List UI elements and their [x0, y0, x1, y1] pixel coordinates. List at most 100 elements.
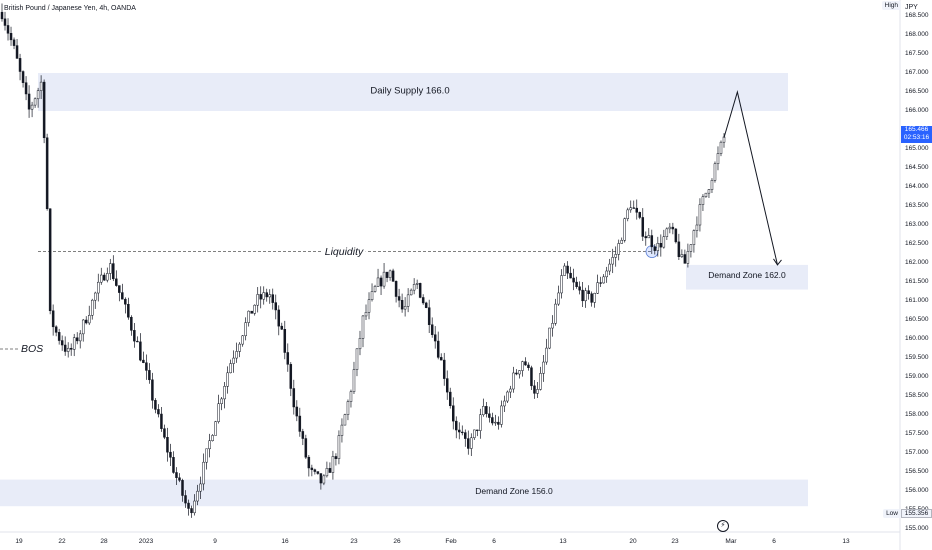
candle-body	[175, 472, 178, 478]
candle-body	[722, 136, 726, 143]
candle-body	[491, 417, 494, 424]
candle-body	[211, 435, 214, 441]
candle-body	[298, 415, 302, 432]
candle-body	[436, 340, 440, 358]
scale-high-button[interactable]: High	[881, 1, 901, 10]
candle-body	[614, 254, 617, 258]
candle-body	[485, 406, 488, 415]
candle-body	[611, 257, 614, 265]
candle-body	[400, 300, 404, 310]
candle-body	[418, 283, 422, 298]
candle-body	[515, 372, 518, 375]
candle-body	[458, 429, 461, 433]
candle-body	[91, 299, 94, 316]
candle-body	[30, 104, 34, 110]
candle-body	[94, 292, 97, 301]
time-tick-label: 26	[393, 538, 401, 545]
candle-body	[256, 294, 259, 306]
candle-body	[683, 254, 687, 264]
candle-body	[190, 508, 193, 514]
candle-body	[133, 330, 136, 342]
candle-body	[448, 391, 452, 406]
candle-body	[277, 309, 281, 327]
candle-body	[316, 471, 320, 474]
price-tick-label: 168.500	[905, 12, 929, 19]
candle-body	[467, 438, 470, 449]
candle-body	[220, 398, 223, 404]
time-tick-label: 19	[15, 538, 23, 545]
price-tick-label: 161.500	[905, 278, 929, 285]
price-tick-label: 159.000	[905, 373, 929, 380]
candle-body	[355, 348, 359, 370]
candles-layer	[0, 3, 726, 518]
candle-body	[626, 209, 629, 219]
candle-body	[656, 243, 660, 251]
candle-body	[103, 274, 106, 281]
candle-body	[136, 340, 139, 343]
candle-body	[680, 254, 684, 257]
price-tick-label: 159.500	[905, 354, 929, 361]
candle-body	[584, 290, 587, 302]
time-tick-label: 16	[281, 538, 289, 545]
candle-body	[48, 208, 52, 312]
candle-body	[262, 292, 265, 300]
candle-body	[536, 389, 539, 394]
candle-body	[430, 324, 434, 335]
candle-body	[677, 241, 681, 257]
candle-body	[265, 292, 268, 298]
candle-body	[376, 277, 380, 287]
candle-body	[100, 274, 103, 283]
time-tick-label: 23	[350, 538, 358, 545]
candle-body	[599, 282, 602, 284]
candle-body	[250, 310, 253, 314]
candle-body	[151, 379, 154, 401]
candle-body	[641, 217, 645, 237]
candle-body	[196, 490, 199, 502]
time-tick-label: 28	[100, 538, 108, 545]
time-tick-label: 6	[492, 538, 496, 545]
candle-body	[671, 226, 675, 230]
time-tick-label: 13	[559, 538, 567, 545]
candle-body	[659, 243, 663, 248]
candle-body	[653, 246, 657, 251]
candle-body	[223, 386, 226, 400]
candle-body	[142, 359, 145, 363]
candle-body	[21, 71, 25, 83]
candle-body	[488, 413, 491, 418]
candle-body	[163, 428, 166, 438]
candle-body	[226, 372, 229, 387]
supply-zone-label: Daily Supply 166.0	[370, 85, 450, 97]
candle-body	[184, 495, 187, 504]
candle-body	[713, 163, 717, 181]
candle-body	[87, 315, 91, 324]
candle-body	[334, 456, 338, 459]
candle-body	[464, 432, 467, 439]
lightning-icon[interactable]: ⚡	[717, 520, 729, 532]
time-tick-label: 20	[629, 538, 637, 545]
liquidity-label: Liquidity	[322, 246, 366, 258]
candle-body	[235, 351, 238, 359]
price-tick-label: 161.000	[905, 297, 929, 304]
zone-rect	[0, 479, 808, 507]
price-tick-label: 158.000	[905, 411, 929, 418]
candle-body	[364, 312, 368, 317]
candle-body	[479, 414, 482, 431]
time-tick-label: 13	[842, 538, 850, 545]
candle-body	[578, 286, 581, 291]
time-tick-label: 6	[772, 538, 776, 545]
candle-body	[379, 277, 383, 287]
zones-layer	[0, 73, 808, 507]
candle-body	[208, 440, 211, 450]
candle-body	[433, 334, 437, 342]
candle-body	[394, 281, 398, 297]
candle-body	[482, 406, 485, 415]
candle-body	[445, 378, 449, 393]
candle-body	[593, 293, 596, 303]
scale-low-button[interactable]: Low	[883, 509, 901, 518]
candle-body	[337, 435, 341, 459]
low-price-tag: 155.356	[901, 509, 932, 518]
candle-body	[560, 275, 563, 294]
candle-body	[473, 429, 476, 439]
candle-body	[352, 369, 356, 392]
